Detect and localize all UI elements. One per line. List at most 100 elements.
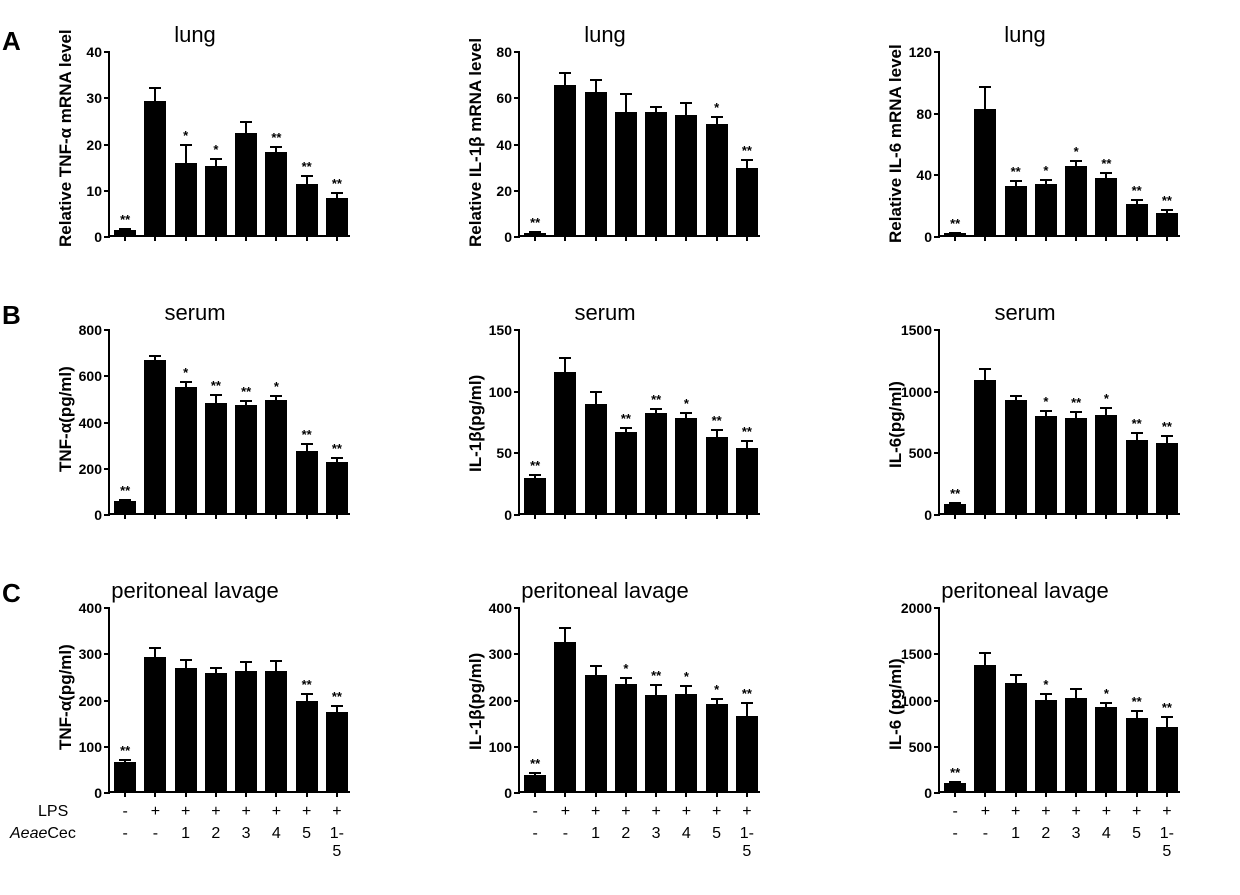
bar	[736, 716, 758, 791]
error-cap	[301, 443, 313, 445]
x-tick	[1045, 235, 1047, 241]
error-bar	[564, 73, 566, 85]
error-bar	[1105, 408, 1107, 415]
y-tick-label: 200	[79, 461, 102, 477]
bar	[114, 501, 136, 513]
plot-area: 050010001500**********	[938, 330, 1180, 515]
y-tick-label: 0	[924, 229, 932, 245]
y-tick-label: 0	[94, 785, 102, 801]
bar	[736, 168, 758, 235]
significance-marker: **	[120, 483, 130, 498]
y-tick	[104, 607, 110, 609]
y-tick-label: 40	[496, 137, 512, 153]
significance-marker: *	[684, 669, 689, 684]
error-cap	[1070, 160, 1082, 162]
error-cap	[741, 702, 753, 704]
x-tick	[124, 791, 126, 797]
significance-marker: **	[950, 765, 960, 780]
significance-marker: *	[274, 379, 279, 394]
bar	[265, 671, 287, 791]
y-tick-label: 40	[916, 167, 932, 183]
xaxis-aeae-value: -	[122, 825, 127, 843]
xaxis-lps-value: +	[1162, 803, 1171, 821]
y-tick	[104, 514, 110, 516]
panel-r0-c1: lung020406080*****Relative IL-1β mRNA le…	[450, 52, 760, 247]
plot-area: 0200400600800************	[108, 330, 350, 515]
x-tick	[154, 791, 156, 797]
error-cap	[979, 368, 991, 370]
y-tick-label: 50	[496, 445, 512, 461]
significance-marker: **	[302, 677, 312, 692]
y-tick	[104, 51, 110, 53]
bar	[235, 671, 257, 791]
xaxis-lps-value: +	[211, 803, 220, 821]
bar	[1156, 213, 1178, 235]
error-cap	[240, 121, 252, 123]
significance-marker: **	[302, 427, 312, 442]
error-cap	[1010, 674, 1022, 676]
xaxis-aeae-value: 5	[302, 825, 311, 843]
error-bar	[595, 666, 597, 675]
bar	[1035, 700, 1057, 791]
xaxis-lps-value: +	[712, 803, 721, 821]
bar	[205, 166, 227, 235]
x-tick	[336, 791, 338, 797]
xaxis-aeae-value: 5	[712, 825, 721, 843]
y-tick-label: 100	[79, 739, 102, 755]
x-tick	[716, 235, 718, 241]
error-bar	[275, 661, 277, 671]
error-cap	[270, 660, 282, 662]
x-tick	[1075, 791, 1077, 797]
x-tick	[625, 235, 627, 241]
significance-marker: **	[742, 143, 752, 158]
x-tick	[154, 235, 156, 241]
error-bar	[185, 145, 187, 164]
error-cap	[240, 661, 252, 663]
error-cap	[559, 357, 571, 359]
x-tick	[1015, 791, 1017, 797]
error-cap	[1131, 432, 1143, 434]
y-axis-label: TNF-α(pg/ml)	[56, 366, 76, 472]
y-axis-label: Relative IL-1β mRNA level	[466, 38, 486, 247]
x-tick	[625, 791, 627, 797]
error-cap	[741, 159, 753, 161]
x-tick	[984, 791, 986, 797]
error-cap	[1040, 693, 1052, 695]
error-bar	[1166, 436, 1168, 443]
x-tick	[215, 513, 217, 519]
significance-marker: *	[213, 142, 218, 157]
error-cap	[711, 116, 723, 118]
x-tick	[564, 791, 566, 797]
y-tick	[104, 97, 110, 99]
x-tick	[746, 513, 748, 519]
y-tick	[934, 607, 940, 609]
error-bar	[154, 88, 156, 101]
y-tick-label: 0	[94, 507, 102, 523]
xaxis-aeae-label: AeaeCec	[10, 825, 76, 843]
x-tick	[595, 513, 597, 519]
error-cap	[949, 781, 961, 783]
x-tick	[1136, 513, 1138, 519]
x-tick	[275, 513, 277, 519]
significance-marker: **	[742, 686, 752, 701]
y-tick-label: 80	[496, 44, 512, 60]
error-cap	[149, 355, 161, 357]
error-bar	[685, 103, 687, 115]
error-cap	[949, 502, 961, 504]
significance-marker: *	[1074, 144, 1079, 159]
error-bar	[1075, 689, 1077, 698]
xaxis-aeae-value: -	[532, 825, 537, 843]
bar	[1126, 204, 1148, 235]
error-bar	[306, 176, 308, 184]
x-tick	[595, 791, 597, 797]
error-cap	[620, 93, 632, 95]
significance-marker: *	[684, 396, 689, 411]
significance-marker: **	[1101, 156, 1111, 171]
xaxis-aeae-value: 1-5	[740, 825, 754, 861]
plot-area: 0100200300400******-+++++++--123451-5	[108, 608, 350, 793]
significance-marker: **	[211, 378, 221, 393]
error-bar	[1136, 433, 1138, 440]
significance-marker: **	[530, 215, 540, 230]
x-tick	[336, 513, 338, 519]
y-tick	[934, 700, 940, 702]
